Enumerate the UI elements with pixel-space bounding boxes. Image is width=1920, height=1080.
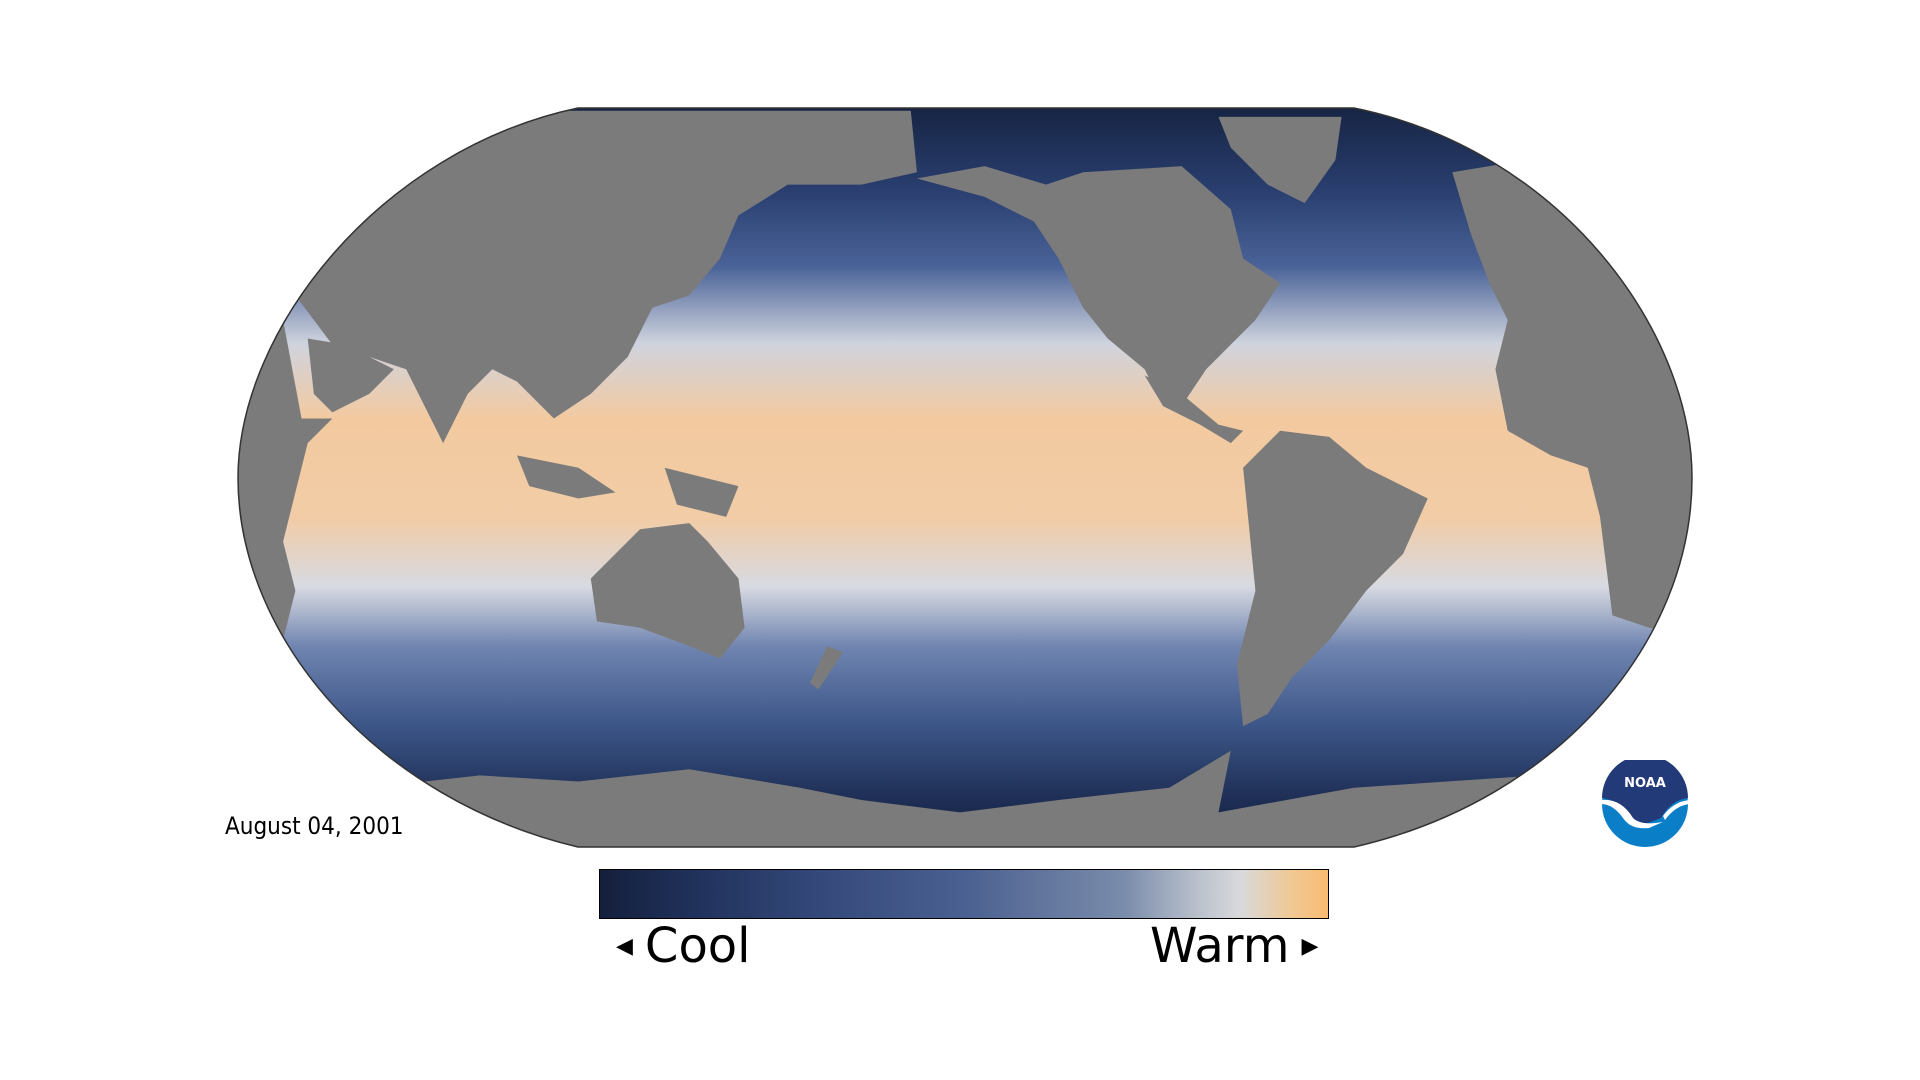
svg-text:NOAA: NOAA bbox=[1624, 776, 1666, 791]
map-outline bbox=[237, 107, 1693, 848]
warm-label: Warm ▶ bbox=[1150, 918, 1318, 974]
date-label: August 04, 2001 bbox=[225, 812, 404, 840]
noaa-logo: NOAA bbox=[1601, 760, 1689, 847]
cool-text: Cool bbox=[644, 918, 751, 974]
warm-text: Warm bbox=[1150, 918, 1290, 974]
right-arrow-icon: ▶ bbox=[1301, 933, 1319, 959]
color-scale-bar bbox=[599, 869, 1329, 919]
left-arrow-icon: ◀ bbox=[616, 933, 633, 959]
cool-label: ◀ Cool bbox=[616, 918, 751, 974]
